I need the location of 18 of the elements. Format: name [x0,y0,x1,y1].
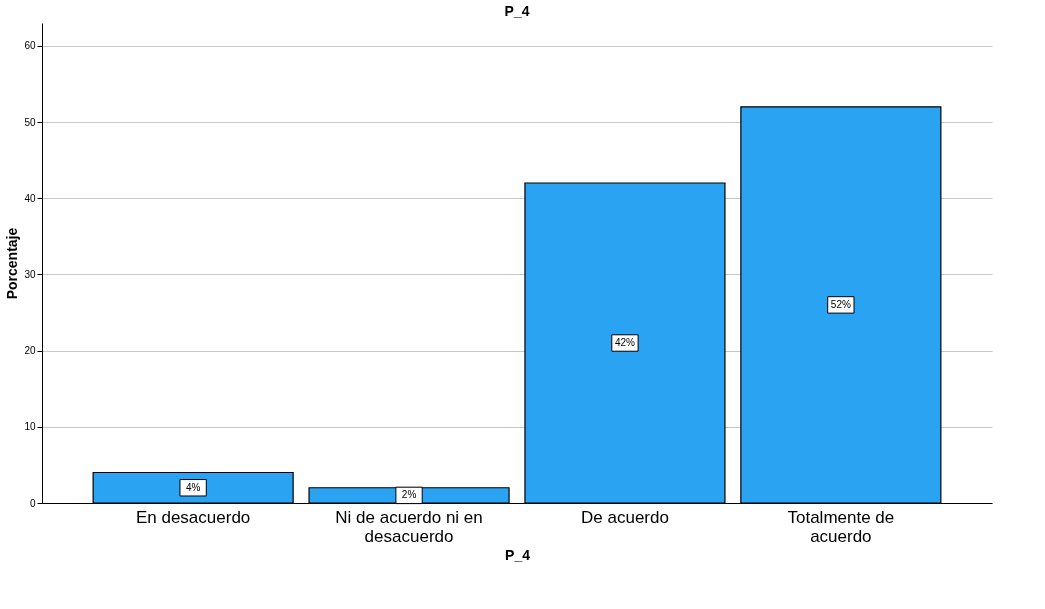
y-axis-title: Porcentaje [4,227,21,300]
data-label: 2% [401,489,417,501]
x-axis-title: P_4 [505,546,531,563]
y-tick-label: 50 [24,116,36,128]
y-tick-label: 60 [24,40,36,52]
y-tick-label: 10 [24,421,36,433]
data-label: 4% [185,481,201,493]
x-tick-label: Ni de acuerdo ni en desacuerdo [335,507,483,546]
x-tick-label: En desacuerdo [135,507,251,527]
chart-title: P_4 [504,3,530,19]
y-tick-label: 40 [24,192,36,204]
y-tick-label: 0 [29,497,36,509]
y-tick-label: 20 [24,345,36,357]
x-tick-label: Totalmente de acuerdo [787,507,895,546]
y-tick-label: 30 [24,268,36,280]
x-tick-label: De acuerdo [581,507,669,527]
data-label: 42% [614,337,636,348]
data-label: 52% [830,298,851,310]
